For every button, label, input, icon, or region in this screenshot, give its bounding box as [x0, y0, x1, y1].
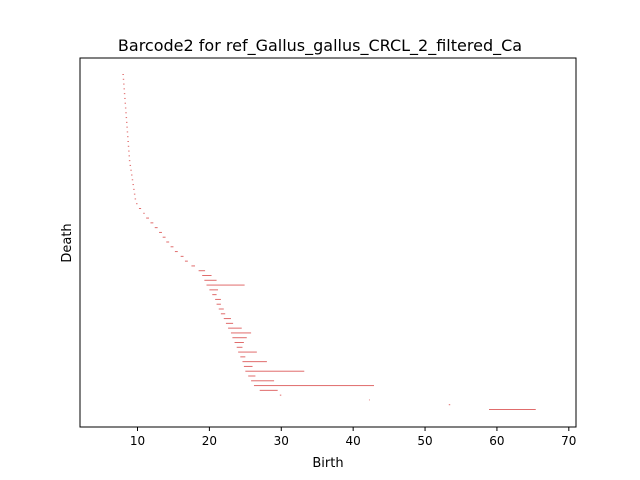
barcode-bar: [489, 409, 536, 410]
barcode-bar: [243, 365, 253, 367]
barcode-bar: [184, 260, 188, 262]
barcode-bar: [238, 351, 257, 353]
plot-frame: [79, 57, 577, 428]
barcode-bar: [232, 337, 247, 339]
barcode-bar: [174, 251, 178, 253]
barcode-bar: [134, 198, 137, 200]
barcode-bar: [127, 145, 130, 147]
barcode-bar: [128, 155, 130, 157]
barcode-bar: [123, 88, 125, 90]
x-tick-label: 40: [346, 434, 361, 448]
barcode-bar: [126, 131, 129, 133]
barcode-bar: [124, 107, 127, 109]
barcode-bar: [220, 313, 226, 315]
barcode-bar: [204, 279, 217, 281]
barcode-bar: [166, 241, 170, 243]
barcode-bar: [125, 112, 127, 114]
barcode-bar: [198, 270, 206, 272]
x-tick-label: 30: [274, 434, 289, 448]
barcode-bar: [230, 332, 252, 334]
x-axis-label: Birth: [312, 456, 343, 471]
barcode-bar: [223, 318, 231, 320]
barcode-bar: [162, 236, 166, 238]
barcode-bar: [448, 404, 451, 406]
barcode-bar: [129, 164, 132, 166]
y-axis-label: Death: [60, 223, 75, 262]
barcode-bar: [240, 356, 246, 358]
x-ticks: 10 20 30 40 50 60 70: [130, 427, 576, 448]
x-tick-label: 20: [202, 434, 217, 448]
barcode-bar: [251, 380, 275, 382]
barcode-bar: [225, 322, 234, 324]
chart-title: Barcode2 for ref_Gallus_gallus_CRCL_2_fi…: [118, 36, 522, 56]
barcode-bar: [146, 217, 150, 219]
barcode-bar: [133, 188, 135, 190]
barcode-bar: [180, 255, 184, 257]
barcode-bar: [126, 121, 128, 123]
barcode-bar: [216, 303, 221, 305]
barcode-bar: [131, 174, 133, 176]
barcode-bar: [136, 203, 138, 205]
barcode-bar: [215, 298, 221, 300]
barcode-bar: [253, 385, 375, 387]
barcode-bar: [245, 370, 305, 372]
barcode-bar: [228, 327, 242, 329]
x-tick-label: 10: [130, 434, 145, 448]
barcode-bar: [122, 74, 124, 75]
barcode-bar: [234, 342, 244, 343]
barcode-bar: [143, 212, 145, 214]
barcode-bar: [248, 375, 256, 377]
barcode-bar: [212, 294, 217, 296]
barcode-bar: [130, 169, 132, 171]
x-tick-label: 60: [489, 434, 504, 448]
barcode-bar: [368, 399, 370, 401]
barcode-bar: [218, 308, 224, 310]
barcode-bar: [154, 227, 158, 229]
barcode-bar: [123, 83, 125, 85]
barcode-bar: [242, 361, 267, 363]
barcode-bar: [125, 117, 128, 119]
barcode-bar: [279, 394, 282, 396]
barcode-bar: [206, 284, 245, 286]
barcode-bar: [123, 93, 126, 95]
barcode-bar: [138, 208, 142, 209]
barcode-bar: [133, 193, 136, 195]
x-tick-label: 70: [561, 434, 576, 448]
barcode-bar: [202, 275, 212, 276]
barcode-bar: [128, 160, 131, 162]
barcode-bar: [131, 179, 134, 181]
barcode-bar: [191, 265, 196, 267]
barcode-bar: [128, 150, 130, 152]
barcode-bar: [127, 141, 129, 142]
x-tick-label: 50: [417, 434, 432, 448]
barcode-bar: [124, 102, 127, 104]
barcode-bar: [124, 97, 126, 99]
barcode-bar: [159, 231, 162, 233]
barcode-bar: [126, 126, 128, 128]
barcode-bar: [170, 246, 174, 248]
barcode-bar: [132, 184, 134, 186]
barcode-bar: [209, 289, 219, 291]
barcode-bar: [259, 389, 278, 391]
barcode-bar: [150, 222, 154, 224]
barcode-bar: [122, 78, 125, 80]
barcode-bar: [127, 136, 129, 138]
barcode-bar: [236, 346, 243, 348]
bars-layer: [122, 74, 536, 410]
